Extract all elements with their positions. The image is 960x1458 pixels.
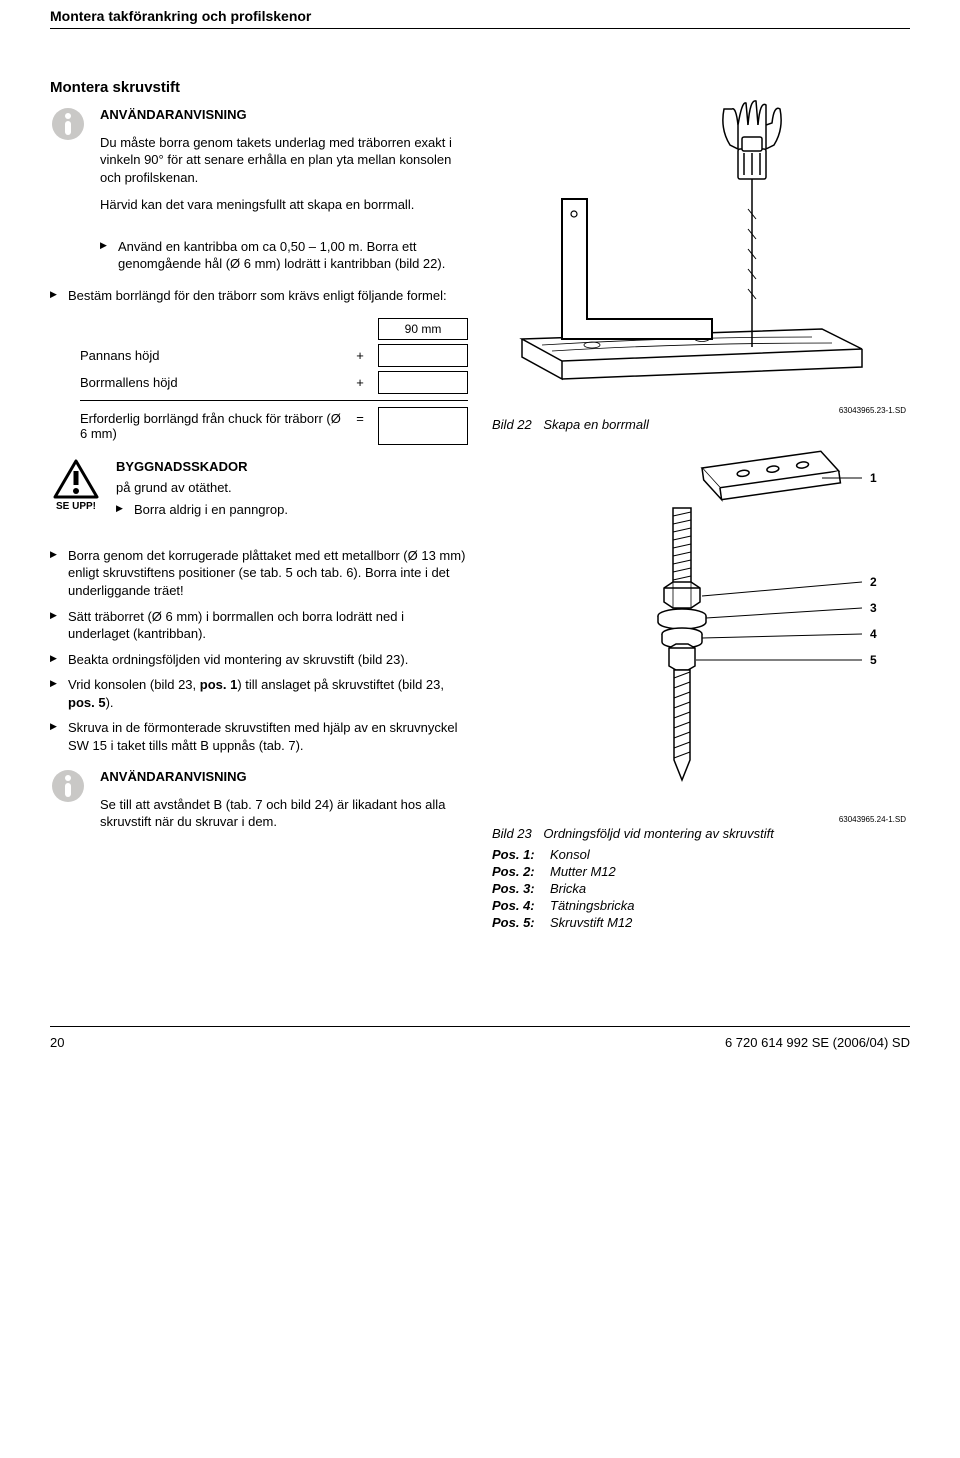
formula-row-2-label: Borrmallens höjd [80,371,342,394]
user-note-body: ANVÄNDARANVISNING Du måste borra genom t… [100,106,468,224]
svg-text:4: 4 [870,627,877,641]
warning-bullet: Borra aldrig i en panngrop. [116,501,288,519]
pos-key: Pos. 4: [492,898,544,913]
pos-key: Pos. 5: [492,915,544,930]
pos-key: Pos. 3: [492,881,544,896]
bullet-list-2: Borra genom det korrugerade plåttaket me… [50,547,468,754]
pos-row: Pos. 5: Skruvstift M12 [492,915,910,930]
figure-22-num: Bild 22 [492,417,532,432]
bullet-list-1: Använd en kantribba om ca 0,50 – 1,00 m.… [100,238,468,273]
warning-title: BYGGNADSSKADOR [116,459,288,474]
warning-bullets: Borra aldrig i en panngrop. [116,501,288,519]
pos-val: Konsol [550,847,590,862]
figure-22-id: 63043965.23-1.SD [492,406,910,415]
two-column-layout: Montera skruvstift ANVÄNDARANVISNING Du … [50,79,910,946]
warning-caption: SE UPP! [56,501,96,512]
user-note-body: ANVÄNDARANVISNING Se till att avståndet … [100,768,468,841]
bullet-text: Vrid konsolen (bild 23, pos. 1) till ans… [68,677,444,710]
figure-22-image [492,79,910,402]
formula-row-2-box [378,371,468,394]
formula-intro-list: Bestäm borrlängd för den träborr som krä… [50,287,468,305]
formula-row-1-op: + [342,344,378,367]
pos-val: Skruvstift M12 [550,915,632,930]
formula-constant: 90 mm [378,318,468,340]
formula-row-3-label: Erforderlig borrlängd från chuck för trä… [80,407,342,445]
user-note-2: ANVÄNDARANVISNING Se till att avståndet … [50,768,468,841]
svg-text:1: 1 [870,471,877,485]
pos-row: Pos. 1: Konsol [492,847,910,862]
user-note-title: ANVÄNDARANVISNING [100,106,468,124]
bullet-item: Använd en kantribba om ca 0,50 – 1,00 m.… [100,238,468,273]
warning-icon-wrap: SE UPP! [50,459,102,533]
bullet-item: Sätt träborret (Ø 6 mm) i borrmallen och… [50,608,468,643]
figure-23: 1 2 3 4 5 63043965.24-1.SD Bild 23 Ordni… [492,448,910,930]
figure-23-pos-list: Pos. 1: Konsol Pos. 2: Mutter M12 Pos. 3… [492,847,910,930]
info-icon [50,106,86,142]
figure-22-text: Skapa en borrmall [543,417,649,432]
bullet-item: Vrid konsolen (bild 23, pos. 1) till ans… [50,676,468,711]
formula-row-2-op: + [342,371,378,394]
svg-text:5: 5 [870,653,877,667]
figure-22-caption: Bild 22 Skapa en borrmall [492,417,910,432]
user-note-text-1: Du måste borra genom takets underlag med… [100,134,468,187]
pos-val: Bricka [550,881,586,896]
pos-row: Pos. 2: Mutter M12 [492,864,910,879]
figure-23-num: Bild 23 [492,826,532,841]
formula-intro: Bestäm borrlängd för den träborr som krä… [50,287,468,305]
page: Montera takförankring och profilskenor M… [0,0,960,1080]
pos-key: Pos. 1: [492,847,544,862]
page-header: Montera takförankring och profilskenor [50,0,910,29]
pos-row: Pos. 4: Tätningsbricka [492,898,910,913]
page-footer: 20 6 720 614 992 SE (2006/04) SD [50,1026,910,1050]
user-note-text: Se till att avståndet B (tab. 7 och bild… [100,796,468,831]
left-column: Montera skruvstift ANVÄNDARANVISNING Du … [50,79,468,946]
formula-row-1-box [378,344,468,367]
formula-divider [80,400,468,401]
user-note-title: ANVÄNDARANVISNING [100,768,468,786]
pos-key: Pos. 2: [492,864,544,879]
figure-22: 63043965.23-1.SD Bild 22 Skapa en borrma… [492,79,910,432]
right-column: 63043965.23-1.SD Bild 22 Skapa en borrma… [492,79,910,946]
info-icon [50,768,86,804]
user-note-text-2: Härvid kan det vara meningsfullt att ska… [100,196,468,214]
svg-text:2: 2 [870,575,877,589]
page-number: 20 [50,1035,64,1050]
bullet-item: Beakta ordningsföljden vid montering av … [50,651,468,669]
user-note-1: ANVÄNDARANVISNING Du måste borra genom t… [50,106,468,224]
warning-block: SE UPP! BYGGNADSSKADOR på grund av otäth… [50,459,468,533]
doc-id: 6 720 614 992 SE (2006/04) SD [725,1035,910,1050]
bullet-item: Skruva in de förmonterade skruvstiften m… [50,719,468,754]
formula-row-1-label: Pannans höjd [80,344,342,367]
warning-icon [53,459,99,499]
pos-row: Pos. 3: Bricka [492,881,910,896]
section-title: Montera skruvstift [50,79,468,96]
formula-grid: 90 mm Pannans höjd + Borrmallens höjd + … [80,318,468,445]
formula-row-3-op: = [342,407,378,445]
figure-23-image: 1 2 3 4 5 [492,448,910,811]
warning-body: BYGGNADSSKADOR på grund av otäthet. Borr… [116,459,288,533]
pos-val: Mutter M12 [550,864,616,879]
warning-line: på grund av otäthet. [116,480,288,495]
figure-23-id: 63043965.24-1.SD [492,815,910,824]
svg-text:3: 3 [870,601,877,615]
bullet-item: Borra genom det korrugerade plåttaket me… [50,547,468,600]
figure-23-text: Ordningsföljd vid montering av skruvstif… [543,826,773,841]
figure-23-caption: Bild 23 Ordningsföljd vid montering av s… [492,826,910,841]
pos-val: Tätningsbricka [550,898,635,913]
formula-row-3-box [378,407,468,445]
